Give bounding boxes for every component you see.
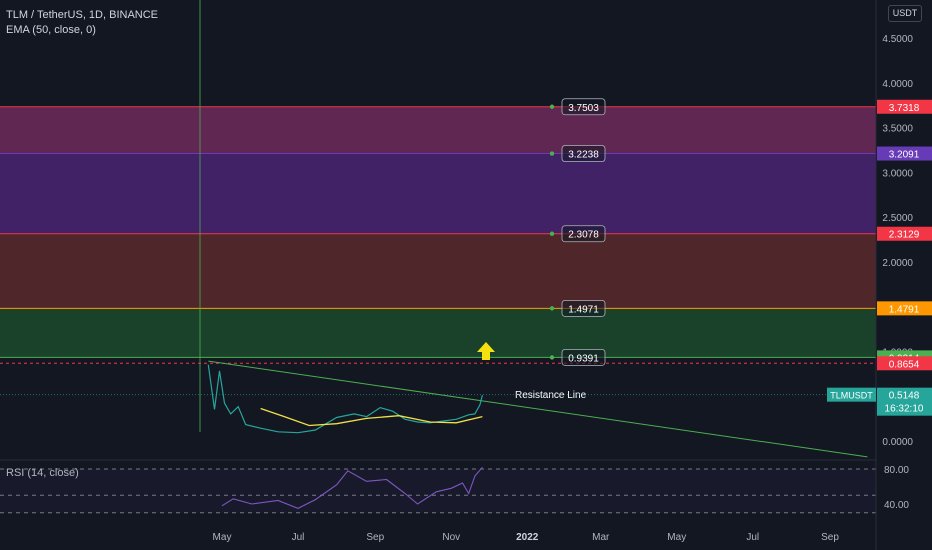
time-tick-label: Jul — [746, 532, 759, 543]
price-tick-label: 3.5000 — [882, 124, 913, 135]
level-zones — [0, 106, 876, 364]
time-tick-label: Nov — [442, 532, 460, 543]
rsi-tick-label: 80.00 — [884, 465, 909, 476]
time-tick-label: Sep — [366, 532, 384, 543]
time-tick-label: Mar — [592, 532, 610, 543]
level-label-text: 0.9391 — [568, 353, 599, 364]
level-labels: 3.7503 3.2238 2.3078 1.4971 0.9391 — [549, 98, 606, 366]
zone-band — [0, 106, 876, 154]
symbol-tag — [827, 387, 876, 402]
resistance-line-annotation: Resistance Line — [515, 390, 587, 401]
price-tick-label: 4.5000 — [882, 34, 913, 45]
level-label-box — [561, 98, 606, 116]
last-price-tag — [877, 387, 932, 416]
level-label-text: 1.4971 — [568, 304, 599, 315]
level-dot — [549, 355, 555, 360]
up-arrow-shape — [477, 342, 495, 360]
rsi-tick-label: 40.00 — [884, 500, 909, 511]
currency-button[interactable]: USDT — [888, 5, 922, 22]
symbol-tag-text: TLMUSDT — [830, 391, 873, 401]
price-tick-label: 4.0000 — [882, 79, 913, 90]
price-axis-tags: 3.73183.20912.31291.47910.93140.8654TLMU… — [0, 99, 932, 416]
axis-value-tag-text: 2.3129 — [889, 230, 920, 241]
axis-value-tag — [877, 356, 932, 371]
resistance-trendline[interactable] — [208, 360, 868, 458]
level-dot — [549, 151, 555, 156]
symbol-title[interactable]: TLM / TetherUS, 1D, BINANCE — [6, 9, 159, 21]
up-arrow-icon — [477, 342, 495, 360]
axis-value-tag-text: 3.2091 — [889, 150, 920, 161]
level-dot — [549, 306, 555, 311]
time-axis[interactable]: May Jul Sep Nov 2022 Mar May Jul Sep — [213, 532, 840, 543]
price-tick-label: 2.0000 — [882, 258, 913, 269]
level-label-box — [561, 348, 606, 366]
zone-band — [0, 233, 876, 309]
axis-value-tag — [877, 146, 932, 161]
axis-value-tag — [877, 301, 932, 316]
zone-band — [0, 308, 876, 358]
countdown-text: 16:32:10 — [885, 404, 924, 415]
axis-value-tag-text: 3.7318 — [889, 103, 920, 114]
price-series — [207, 364, 483, 434]
price-tick-label: 0.0000 — [882, 437, 913, 448]
level-dot — [549, 104, 555, 109]
level-label-box — [561, 299, 606, 317]
zone-band — [0, 153, 876, 234]
rsi-line — [221, 466, 483, 510]
ema-indicator-label[interactable]: EMA (50, close, 0) — [6, 24, 96, 36]
level-dot — [549, 231, 555, 236]
price-tick-label: 3.0000 — [882, 168, 913, 179]
ema-line — [260, 407, 483, 427]
level-label-box — [561, 145, 606, 162]
time-tick-label: Sep — [821, 532, 839, 543]
trendline-segment — [208, 360, 868, 458]
time-tick-label: Jul — [292, 532, 305, 543]
level-label-box — [561, 225, 606, 243]
axis-value-tag — [877, 99, 932, 114]
price-line — [207, 364, 483, 434]
axis-value-tag — [877, 226, 932, 241]
level-label-text: 2.3078 — [568, 230, 599, 241]
time-tick-label: 2022 — [516, 532, 539, 543]
axis-value-tag-text: 0.8654 — [889, 359, 920, 370]
last-price-text: 0.5148 — [889, 391, 920, 402]
rsi-indicator-label[interactable]: RSI (14, close) — [6, 467, 79, 479]
rsi-panel — [0, 466, 876, 514]
level-label-text: 3.2238 — [568, 150, 599, 161]
price-tick-label: 2.5000 — [882, 213, 913, 224]
level-label-text: 3.7503 — [568, 103, 599, 114]
ema-path — [260, 407, 483, 427]
time-tick-label: May — [213, 532, 232, 543]
axis-value-tag-text: 1.4791 — [889, 304, 920, 315]
time-tick-label: May — [667, 532, 686, 543]
